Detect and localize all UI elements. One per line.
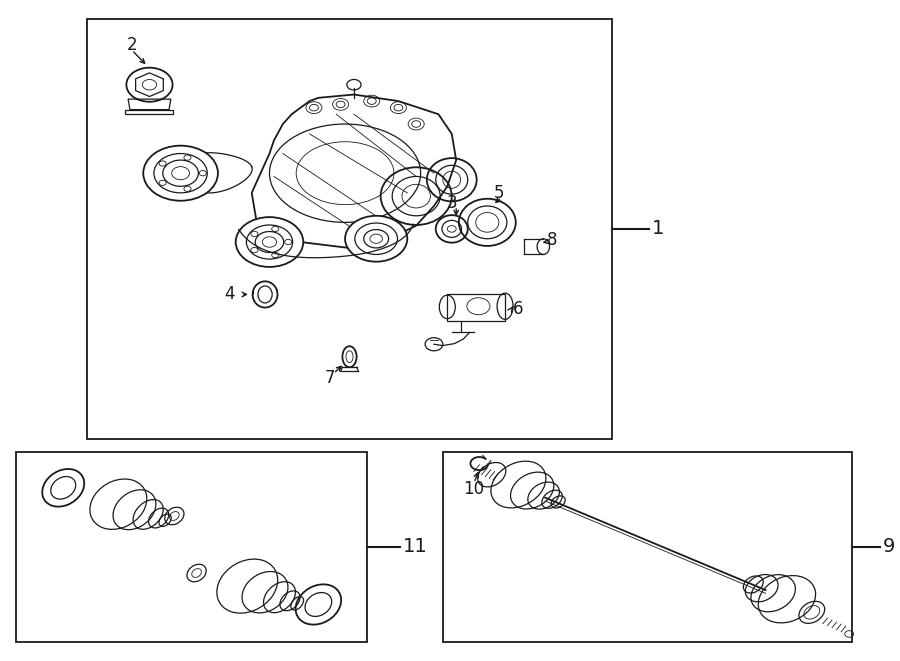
Text: 4: 4 bbox=[224, 286, 235, 303]
Text: 2: 2 bbox=[126, 36, 137, 54]
Circle shape bbox=[236, 217, 303, 267]
Text: 11: 11 bbox=[403, 537, 427, 557]
Text: 7: 7 bbox=[325, 369, 335, 387]
Bar bbox=[16, 451, 367, 642]
Text: 8: 8 bbox=[547, 231, 557, 249]
Text: 6: 6 bbox=[513, 300, 524, 318]
Text: 5: 5 bbox=[493, 184, 504, 202]
Text: 3: 3 bbox=[446, 194, 457, 212]
Text: 1: 1 bbox=[652, 219, 664, 239]
Text: 10: 10 bbox=[464, 480, 484, 498]
Bar bbox=[87, 19, 612, 439]
Text: 9: 9 bbox=[883, 537, 896, 557]
Circle shape bbox=[345, 215, 408, 262]
Bar bbox=[443, 451, 851, 642]
Circle shape bbox=[143, 145, 218, 201]
Bar bbox=[447, 294, 505, 321]
